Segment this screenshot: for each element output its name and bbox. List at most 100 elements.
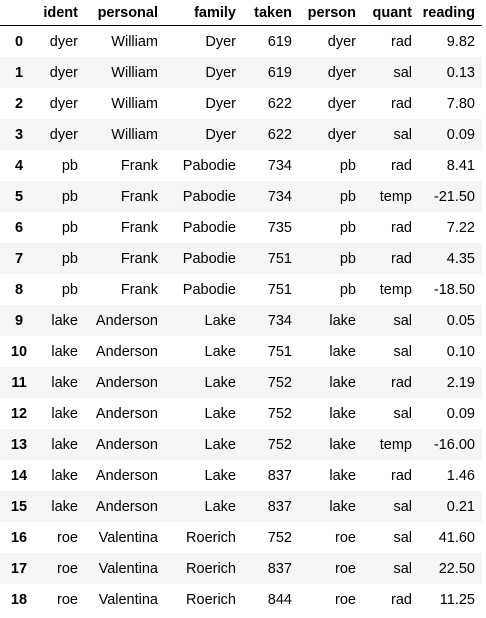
cell-family: Dyer xyxy=(205,95,236,112)
cell-ident: lake xyxy=(51,467,78,484)
row-index: 13 xyxy=(10,436,28,453)
cell-reading: 0.10 xyxy=(446,343,475,360)
table-row: 14 lake Anderson Lake 837 lake rad 1.46 xyxy=(0,460,482,491)
cell-personal: William xyxy=(111,64,158,81)
cell-ident: pb xyxy=(61,281,78,298)
row-index: 0 xyxy=(14,33,24,50)
cell-taken: 734 xyxy=(267,157,292,174)
cell-person: dyer xyxy=(327,95,356,112)
cell-reading: -18.50 xyxy=(433,281,475,298)
cell-taken: 751 xyxy=(267,250,292,267)
cell-personal: Frank xyxy=(120,250,158,267)
cell-ident: dyer xyxy=(49,33,78,50)
cell-family: Dyer xyxy=(205,64,236,81)
row-index: 14 xyxy=(10,467,28,484)
cell-person: lake xyxy=(329,312,356,329)
cell-quant: sal xyxy=(393,560,412,577)
cell-family: Pabodie xyxy=(182,157,236,174)
cell-reading: 0.13 xyxy=(446,64,475,81)
table-row: 3 dyer William Dyer 622 dyer sal 0.09 xyxy=(0,119,482,150)
cell-taken: 619 xyxy=(267,64,292,81)
cell-taken: 752 xyxy=(267,374,292,391)
cell-taken: 837 xyxy=(267,498,292,515)
cell-family: Pabodie xyxy=(182,281,236,298)
cell-reading: 2.19 xyxy=(446,374,475,391)
row-index: 4 xyxy=(14,157,24,174)
cell-quant: rad xyxy=(391,374,412,391)
cell-personal: William xyxy=(111,95,158,112)
table-row: 8 pb Frank Pabodie 751 pb temp -18.50 xyxy=(0,274,482,305)
cell-person: lake xyxy=(329,498,356,515)
cell-ident: pb xyxy=(61,188,78,205)
cell-ident: lake xyxy=(51,312,78,329)
table-row: 6 pb Frank Pabodie 735 pb rad 7.22 xyxy=(0,212,482,243)
cell-reading: 0.05 xyxy=(446,312,475,329)
cell-reading: 7.22 xyxy=(446,219,475,236)
cell-personal: Anderson xyxy=(95,405,158,422)
cell-quant: sal xyxy=(393,405,412,422)
cell-quant: rad xyxy=(391,250,412,267)
cell-person: dyer xyxy=(327,126,356,143)
cell-taken: 752 xyxy=(267,436,292,453)
table-row: 0 dyer William Dyer 619 dyer rad 9.82 xyxy=(0,25,482,57)
cell-quant: sal xyxy=(393,529,412,546)
cell-reading: 22.50 xyxy=(438,560,475,577)
cell-family: Lake xyxy=(204,312,236,329)
cell-person: pb xyxy=(339,157,356,174)
cell-personal: Frank xyxy=(120,219,158,236)
cell-person: lake xyxy=(329,467,356,484)
cell-taken: 844 xyxy=(267,591,292,608)
cell-family: Pabodie xyxy=(182,219,236,236)
cell-quant: sal xyxy=(393,64,412,81)
cell-person: dyer xyxy=(327,33,356,50)
cell-quant: sal xyxy=(393,343,412,360)
cell-personal: Valentina xyxy=(98,560,158,577)
table-row: 17 roe Valentina Roerich 837 roe sal 22.50 xyxy=(0,553,482,584)
row-index: 6 xyxy=(14,219,24,236)
row-index: 11 xyxy=(11,374,27,391)
cell-reading: -21.50 xyxy=(433,188,475,205)
cell-person: pb xyxy=(339,188,356,205)
table-body: 0 dyer William Dyer 619 dyer rad 9.82 1 dyer Willi… xyxy=(0,25,482,615)
cell-person: pb xyxy=(339,281,356,298)
row-index: 17 xyxy=(10,560,28,577)
cell-personal: Anderson xyxy=(95,498,158,515)
cell-quant: rad xyxy=(391,157,412,174)
cell-reading: 1.46 xyxy=(446,467,475,484)
table-row: 13 lake Anderson Lake 752 lake temp -16.00 xyxy=(0,429,482,460)
cell-family: Pabodie xyxy=(182,250,236,267)
cell-ident: roe xyxy=(57,560,78,577)
row-index: 8 xyxy=(14,281,24,298)
cell-reading: 9.82 xyxy=(446,33,475,50)
row-index: 1 xyxy=(14,64,24,81)
cell-family: Roerich xyxy=(186,529,236,546)
cell-reading: 8.41 xyxy=(446,157,475,174)
cell-personal: Valentina xyxy=(98,529,158,546)
cell-reading: 0.09 xyxy=(446,405,475,422)
cell-person: roe xyxy=(335,529,356,546)
cell-reading: 11.25 xyxy=(439,591,475,608)
cell-taken: 752 xyxy=(267,405,292,422)
cell-person: roe xyxy=(335,560,356,577)
cell-quant: temp xyxy=(379,436,412,453)
cell-reading: 7.80 xyxy=(446,95,475,112)
row-index: 16 xyxy=(10,529,28,546)
column-header-person: person xyxy=(299,0,363,26)
table-row: 1 dyer William Dyer 619 dyer sal 0.13 xyxy=(0,57,482,88)
table-row: 16 roe Valentina Roerich 752 roe sal 41.60 xyxy=(0,522,482,553)
cell-ident: pb xyxy=(61,157,78,174)
table-row: 15 lake Anderson Lake 837 lake sal 0.21 xyxy=(0,491,482,522)
table-row: 4 pb Frank Pabodie 734 pb rad 8.41 xyxy=(0,150,482,181)
cell-reading: 4.35 xyxy=(446,250,475,267)
cell-family: Dyer xyxy=(205,33,236,50)
row-index: 12 xyxy=(10,405,28,422)
row-index: 10 xyxy=(10,343,28,360)
cell-person: roe xyxy=(335,591,356,608)
cell-reading: 0.21 xyxy=(446,498,475,515)
cell-quant: sal xyxy=(393,312,412,329)
cell-family: Dyer xyxy=(205,126,236,143)
cell-reading: 41.60 xyxy=(438,529,475,546)
cell-personal: Anderson xyxy=(95,312,158,329)
cell-taken: 752 xyxy=(267,529,292,546)
cell-quant: rad xyxy=(391,219,412,236)
